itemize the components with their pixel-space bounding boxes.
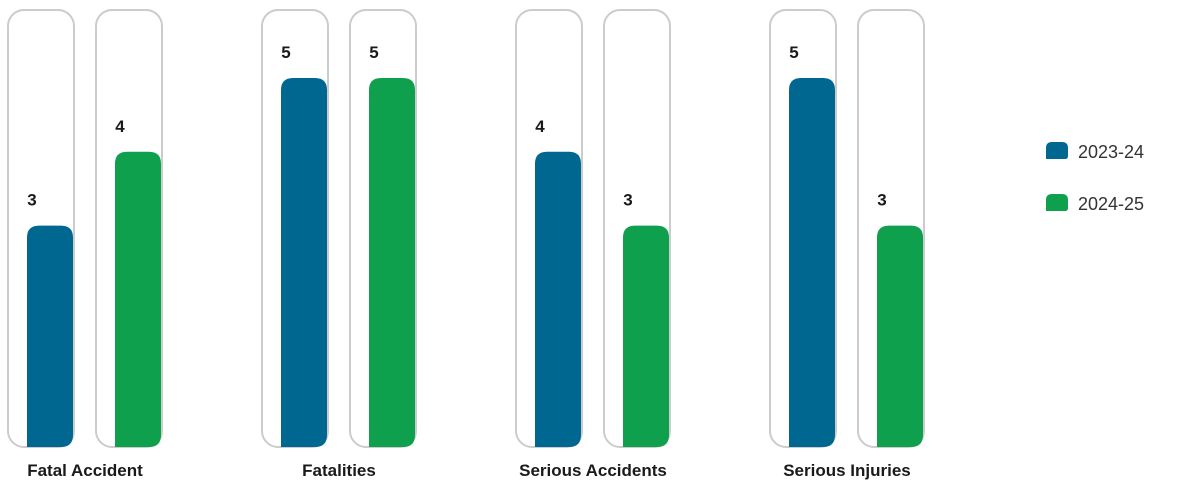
bar-fatalities-2023-24 bbox=[281, 78, 327, 447]
value-label-fatal-accident-2023-24: 3 bbox=[27, 191, 36, 210]
bar-fatalities-2024-25 bbox=[369, 78, 415, 447]
bar-fatal-accident-2024-25 bbox=[115, 151, 161, 448]
category-labels: Fatal Accident Fatalities Serious Accident… bbox=[27, 461, 911, 480]
bar-serious-accidents-2023-24 bbox=[535, 151, 581, 448]
value-label-fatal-accident-2024-25: 4 bbox=[115, 117, 125, 136]
bar-serious-injuries-2023-24 bbox=[789, 78, 835, 447]
value-label-serious-accidents-2024-25: 3 bbox=[623, 191, 632, 210]
value-label-serious-accidents-2023-24: 4 bbox=[535, 117, 545, 136]
category-label-serious-accidents: Serious Accidents bbox=[519, 461, 667, 480]
legend-swatch-2023-24 bbox=[1046, 142, 1068, 159]
bars bbox=[27, 78, 923, 448]
legend: 2023-24 2024-25 bbox=[1046, 142, 1144, 214]
bar-serious-accidents-2024-25 bbox=[623, 225, 669, 447]
legend-swatch-2024-25 bbox=[1046, 194, 1068, 211]
value-label-serious-injuries-2023-24: 5 bbox=[789, 43, 798, 62]
category-label-fatal-accident: Fatal Accident bbox=[27, 461, 143, 480]
legend-item-2023-24: 2023-24 bbox=[1046, 142, 1144, 162]
value-labels: 3 4 5 5 4 3 5 3 bbox=[27, 43, 886, 210]
bar-serious-injuries-2024-25 bbox=[877, 225, 923, 447]
value-label-fatalities-2023-24: 5 bbox=[281, 43, 290, 62]
value-label-fatalities-2024-25: 5 bbox=[369, 43, 378, 62]
value-label-serious-injuries-2024-25: 3 bbox=[877, 191, 886, 210]
legend-item-2024-25: 2024-25 bbox=[1046, 194, 1144, 214]
legend-label-2024-25: 2024-25 bbox=[1078, 194, 1144, 214]
bar-fatal-accident-2023-24 bbox=[27, 225, 73, 447]
legend-label-2023-24: 2023-24 bbox=[1078, 142, 1144, 162]
category-label-fatalities: Fatalities bbox=[302, 461, 376, 480]
category-label-serious-injuries: Serious Injuries bbox=[783, 461, 911, 480]
